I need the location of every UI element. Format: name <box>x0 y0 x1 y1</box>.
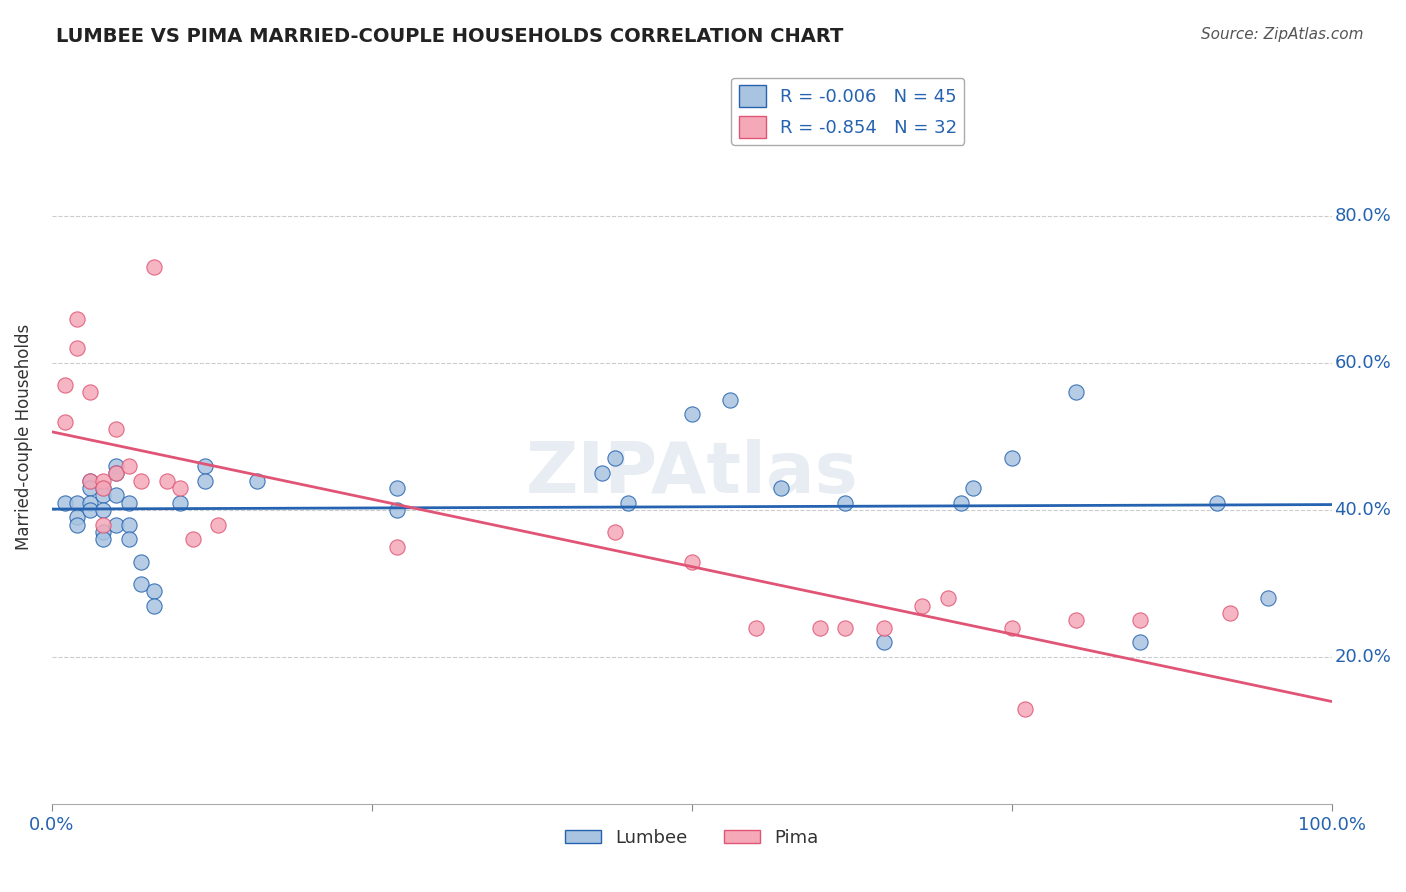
Point <box>91 488 114 502</box>
Point <box>91 503 114 517</box>
Point <box>117 517 139 532</box>
Point <box>169 481 191 495</box>
Point <box>603 451 626 466</box>
Point <box>117 458 139 473</box>
Point <box>603 524 626 539</box>
Point <box>143 260 166 275</box>
Point <box>387 503 409 517</box>
Point <box>181 533 204 547</box>
Point <box>79 503 101 517</box>
Point <box>91 474 114 488</box>
Point <box>1205 496 1227 510</box>
Point <box>104 458 127 473</box>
Text: 40.0%: 40.0% <box>1334 501 1392 519</box>
Point <box>66 517 89 532</box>
Point <box>949 496 972 510</box>
Text: ZIPAtlas: ZIPAtlas <box>526 439 858 508</box>
Point <box>1129 635 1152 649</box>
Point <box>1129 613 1152 627</box>
Point <box>808 621 831 635</box>
Point <box>1064 613 1087 627</box>
Point <box>66 496 89 510</box>
Point <box>1001 451 1024 466</box>
Point <box>770 481 793 495</box>
Point <box>681 554 703 568</box>
Point <box>79 385 101 400</box>
Text: 60.0%: 60.0% <box>1334 354 1392 372</box>
Point <box>1001 621 1024 635</box>
Point <box>104 467 127 481</box>
Point <box>207 517 229 532</box>
Point <box>194 474 217 488</box>
Point <box>962 481 984 495</box>
Point <box>79 481 101 495</box>
Point <box>834 496 856 510</box>
Point <box>104 517 127 532</box>
Point <box>387 481 409 495</box>
Point <box>156 474 179 488</box>
Text: LUMBEE VS PIMA MARRIED-COUPLE HOUSEHOLDS CORRELATION CHART: LUMBEE VS PIMA MARRIED-COUPLE HOUSEHOLDS… <box>56 27 844 45</box>
Point <box>681 408 703 422</box>
Point <box>936 591 959 606</box>
Point <box>718 392 741 407</box>
Point <box>169 496 191 510</box>
Point <box>617 496 640 510</box>
Text: Source: ZipAtlas.com: Source: ZipAtlas.com <box>1201 27 1364 42</box>
Point <box>104 422 127 436</box>
Point <box>873 621 896 635</box>
Point <box>143 599 166 613</box>
Point <box>1014 701 1036 715</box>
Point <box>117 496 139 510</box>
Point <box>79 474 101 488</box>
Point <box>911 599 934 613</box>
Point <box>79 496 101 510</box>
Point <box>131 474 153 488</box>
Point <box>91 524 114 539</box>
Point <box>194 458 217 473</box>
Point <box>66 510 89 524</box>
Legend: Lumbee, Pima: Lumbee, Pima <box>558 822 825 855</box>
Point <box>387 540 409 554</box>
Point <box>591 467 613 481</box>
Point <box>79 474 101 488</box>
Point <box>245 474 267 488</box>
Point <box>53 496 76 510</box>
Point <box>53 415 76 429</box>
Point <box>104 467 127 481</box>
Point <box>91 481 114 495</box>
Point <box>1064 385 1087 400</box>
Point <box>1218 606 1240 620</box>
Point <box>745 621 768 635</box>
Point <box>104 488 127 502</box>
Point <box>143 583 166 598</box>
Point <box>131 554 153 568</box>
Text: 20.0%: 20.0% <box>1334 648 1392 666</box>
Point <box>66 311 89 326</box>
Point <box>1257 591 1279 606</box>
Point <box>53 378 76 392</box>
Point <box>91 533 114 547</box>
Point <box>117 533 139 547</box>
Point <box>834 621 856 635</box>
Point <box>66 341 89 355</box>
Point <box>91 517 114 532</box>
Y-axis label: Married-couple Households: Married-couple Households <box>15 323 32 549</box>
Point <box>91 481 114 495</box>
Point <box>131 576 153 591</box>
Text: 80.0%: 80.0% <box>1334 207 1392 225</box>
Point <box>873 635 896 649</box>
